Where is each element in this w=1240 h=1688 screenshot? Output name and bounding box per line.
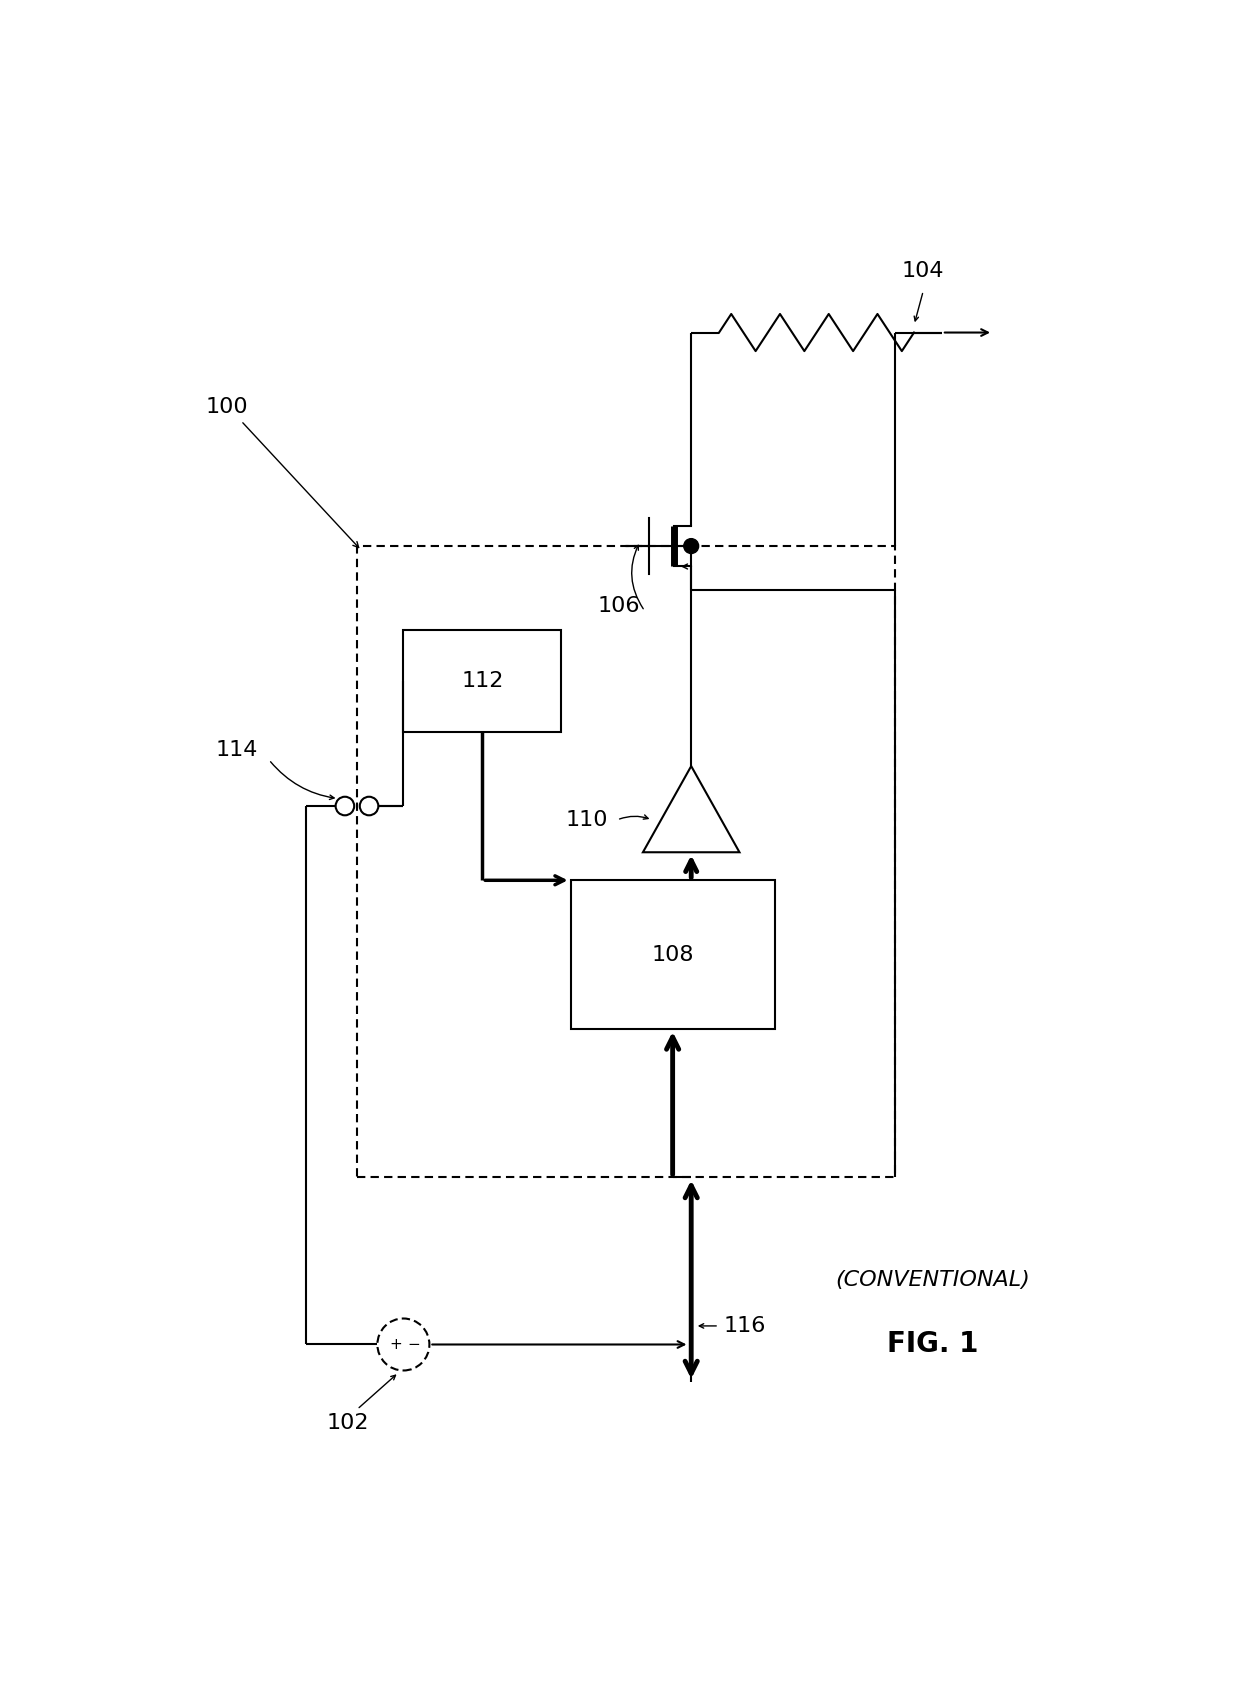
- Bar: [570, 881, 775, 1030]
- Text: 108: 108: [651, 945, 694, 964]
- Text: FIG. 1: FIG. 1: [887, 1330, 978, 1359]
- Circle shape: [683, 538, 698, 554]
- Text: 110: 110: [565, 810, 608, 830]
- Text: 112: 112: [461, 670, 503, 690]
- Text: 100: 100: [206, 397, 248, 417]
- Bar: [403, 630, 562, 733]
- Text: 104: 104: [901, 262, 945, 282]
- Text: +: +: [389, 1337, 402, 1352]
- Bar: [357, 547, 895, 1178]
- Text: 116: 116: [724, 1317, 766, 1335]
- Text: 114: 114: [215, 741, 258, 760]
- Text: 106: 106: [598, 596, 640, 616]
- Text: 102: 102: [326, 1413, 370, 1433]
- Text: −: −: [408, 1337, 420, 1352]
- Text: (CONVENTIONAL): (CONVENTIONAL): [836, 1269, 1030, 1290]
